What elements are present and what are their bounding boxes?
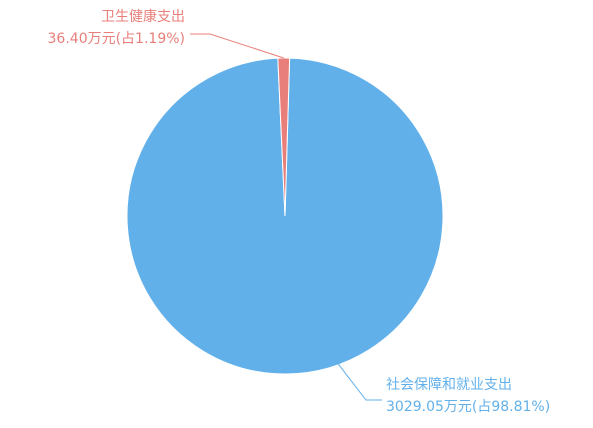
- slice-label-name-social-security: 社会保障和就业支出: [386, 377, 512, 393]
- slice-label-value-health: 36.40万元(占1.19%): [48, 31, 185, 47]
- pie-slice-social-security[interactable]: [126, 57, 444, 375]
- slice-label-value-social-security: 3029.05万元(占98.81%): [386, 399, 550, 415]
- pie-slice-health[interactable]: [277, 57, 291, 217]
- slice-label-name-health: 卫生健康支出: [101, 8, 185, 25]
- pie-slices: [126, 57, 444, 375]
- leader-line-health: [190, 33, 284, 59]
- leader-line-social-security: [336, 362, 382, 401]
- leader-lines: [190, 33, 382, 401]
